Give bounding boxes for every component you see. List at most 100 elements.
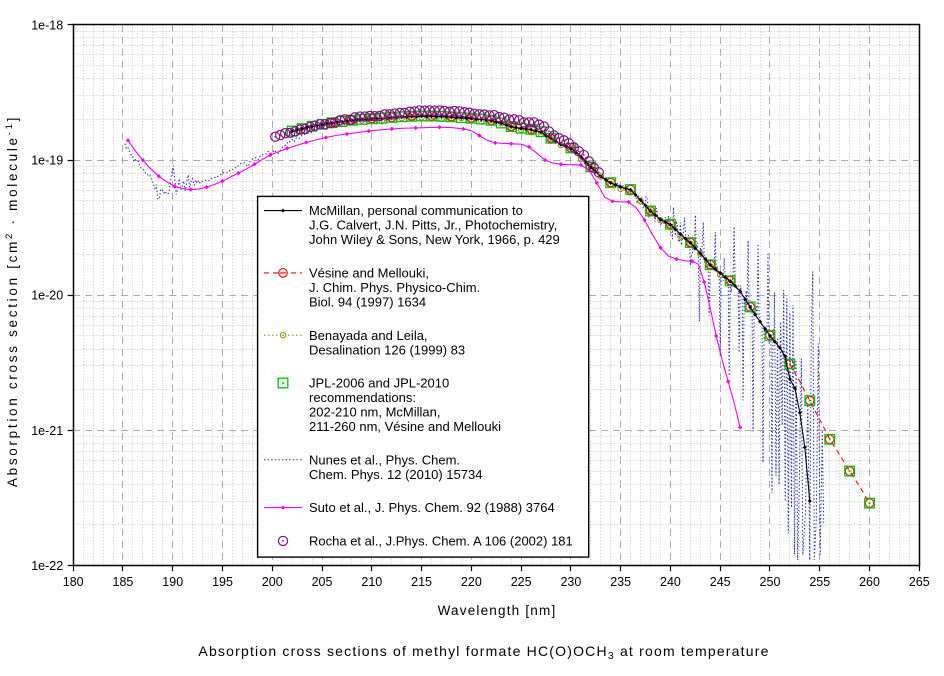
marker-dot-rocha — [568, 142, 570, 145]
marker-mcmillan — [688, 240, 693, 245]
marker-rocha — [533, 119, 545, 130]
marker-suto — [477, 133, 482, 138]
marker-mcmillan — [782, 354, 787, 359]
marker-suto — [578, 162, 584, 168]
marker-dot-benayada — [530, 131, 532, 134]
legend-entry-jpl: JPL-2006 and JPL-2010recommendations:202… — [277, 376, 501, 434]
marker-suto — [413, 125, 418, 131]
legend-entry-mcmillan: McMillan, personal communication toJ.G. … — [264, 203, 560, 247]
marker-mcmillan — [658, 217, 663, 222]
marker-mcmillan — [454, 115, 459, 120]
marker-suto — [493, 140, 498, 146]
marker-mcmillan — [807, 499, 812, 504]
legend-text-nunes-0: Nunes et al., Phys. Chem. — [309, 452, 460, 467]
x-tick-label-210: 210 — [361, 575, 382, 589]
series-nunes — [124, 112, 825, 561]
series-suto — [125, 125, 743, 430]
marker-suto — [437, 125, 442, 130]
marker-mcmillan — [653, 213, 658, 218]
marker-mcmillan — [713, 267, 718, 272]
marker-benayada — [547, 135, 555, 143]
marker-mcmillan — [703, 257, 708, 262]
legend-entry-rocha: Rocha et al., J.Phys. Chem. A 106 (2002)… — [277, 534, 573, 549]
y-tick-label-1e-20: 1e-20 — [31, 289, 63, 303]
legend-entry-vesine: Vésine and Mellouki,J. Chim. Phys. Physi… — [264, 266, 480, 310]
series-root — [124, 105, 875, 561]
marker-mcmillan — [514, 125, 519, 130]
marker-suto — [674, 256, 679, 262]
x-tick-label-215: 215 — [411, 575, 432, 589]
x-tick-label-250: 250 — [760, 575, 781, 589]
x-tick-label-240: 240 — [660, 575, 681, 589]
marker-mcmillan — [738, 289, 743, 294]
marker-mcmillan — [792, 386, 797, 391]
marker-dot-benayada — [679, 235, 682, 238]
marker-mcmillan — [618, 185, 623, 190]
marker-mcmillan — [728, 279, 733, 284]
x-tick-label-195: 195 — [212, 575, 233, 589]
legend-box — [256, 195, 590, 558]
marker-jpl — [764, 329, 776, 341]
marker-jpl — [804, 395, 816, 407]
marker-suto — [172, 184, 177, 189]
marker-suto — [737, 425, 743, 430]
marker-suto — [542, 157, 548, 163]
marker-suto — [252, 162, 257, 167]
marker-mcmillan — [683, 236, 688, 241]
x-tick-label-185: 185 — [113, 575, 134, 589]
legend-text-mcmillan-1: J.G. Calvert, J.N. Pitts, Jr., Photochem… — [309, 218, 557, 233]
marker-mcmillan — [558, 142, 563, 147]
marker-mcmillan — [305, 125, 310, 130]
marker-rocha — [344, 114, 356, 125]
marker-mcmillan — [787, 377, 792, 382]
legend-text-vesine-0: Vésine and Mellouki, — [309, 266, 429, 281]
marker-rocha — [593, 167, 604, 178]
marker-mcmillan — [633, 192, 638, 197]
y-tick-label-1e-19: 1e-19 — [31, 153, 63, 167]
marker-rocha — [553, 133, 565, 144]
legend-entry-benayada: Benayada and Leila,Desalination 126 (199… — [264, 328, 465, 357]
y-tick-label-1e-18: 1e-18 — [31, 18, 63, 32]
marker-rocha — [289, 126, 301, 137]
marker-dot-benayada — [440, 117, 443, 120]
x-tick-label-225: 225 — [511, 575, 532, 589]
marker-mcmillan — [648, 209, 653, 214]
marker-jpl — [744, 301, 756, 313]
marker-mcmillan — [767, 333, 772, 338]
marker-suto — [140, 157, 146, 163]
legend: McMillan, personal communication toJ.G. … — [256, 195, 590, 558]
marker-mcmillan — [524, 126, 529, 131]
marker-mcmillan — [777, 345, 782, 350]
marker-rocha — [329, 117, 341, 128]
x-tick-label-200: 200 — [262, 575, 283, 589]
marker-suto — [268, 152, 273, 158]
marker-mcmillan — [643, 203, 648, 208]
marker-dot-rocha — [597, 171, 600, 174]
marker-rocha — [464, 107, 475, 118]
marker-rocha — [583, 156, 595, 167]
marker-dot-rocha — [543, 125, 545, 128]
marker-suto — [610, 199, 615, 204]
marker-jpl — [684, 237, 696, 249]
marker-jpl — [545, 132, 557, 144]
y-tick-label-1e-21: 1e-21 — [31, 424, 63, 438]
y-tick-label-1e-22: 1e-22 — [31, 559, 63, 573]
legend-text-mcmillan-2: John Wiley & Sons, New York, 1966, p. 42… — [309, 232, 560, 247]
marker-mcmillan — [529, 127, 534, 132]
legend-text-jpl-3: 211-260 nm, Vésine and Mellouki — [309, 419, 501, 434]
marker-mcmillan — [718, 271, 723, 276]
legend-text-mcmillan-0: McMillan, personal communication to — [309, 203, 523, 218]
marker-jpl — [645, 205, 656, 217]
x-tick-label-220: 220 — [461, 575, 482, 589]
marker-mcmillan — [748, 305, 753, 310]
marker-mcmillan — [763, 326, 768, 331]
marker-rocha — [479, 109, 490, 120]
marker-mcmillan — [628, 187, 633, 192]
series-markers-rocha — [270, 105, 604, 178]
marker-mcmillan — [638, 197, 643, 202]
marker-suto — [220, 178, 225, 184]
marker-rocha — [508, 114, 520, 125]
marker-suto — [594, 180, 599, 185]
marker-suto — [188, 187, 193, 192]
marker-dot-rocha — [592, 166, 595, 169]
